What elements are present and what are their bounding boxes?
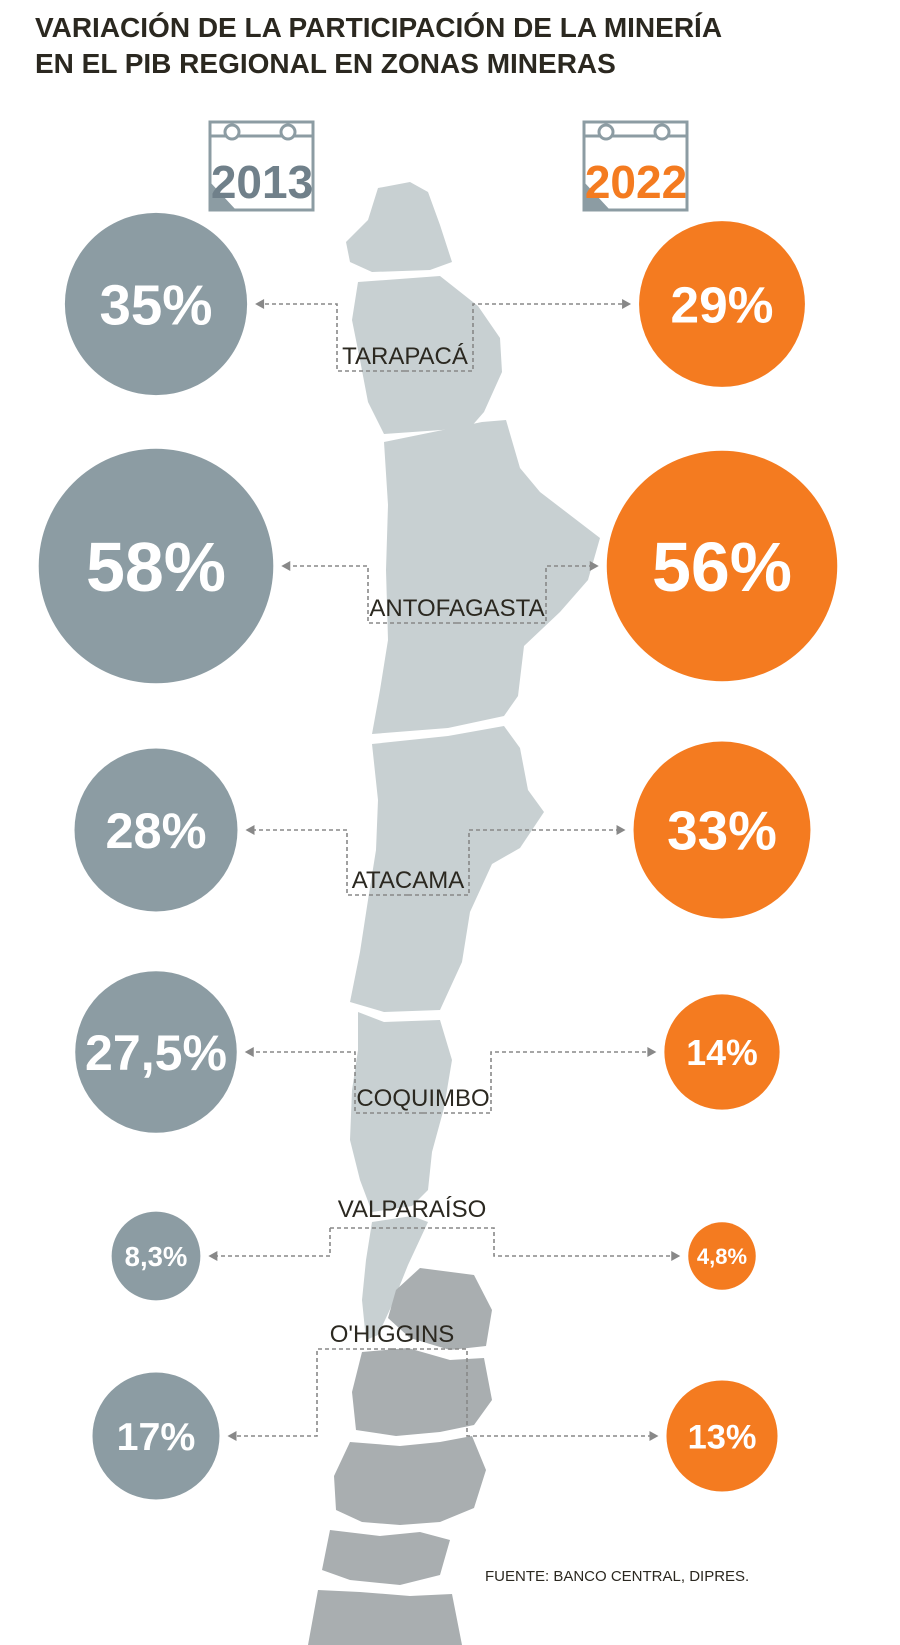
arrowhead-left-tarapaca: [255, 299, 265, 309]
map-region-ohiggins: [352, 1348, 492, 1436]
bubbles: 35% 29% 58% 56% 28% 33% 27,5% 14% 8,3% 4,8% 17% 13%: [38, 212, 838, 1500]
arrowhead-left-atacama: [245, 825, 255, 835]
bubble-2022-antofagasta: [606, 450, 838, 682]
bubble-2022-coquimbo: [664, 994, 780, 1110]
connector-right-tarapaca: [405, 303, 624, 372]
bubble-2013-coquimbo: [75, 971, 237, 1133]
bubble-2013-tarapaca: [64, 212, 248, 396]
map-region-nuble: [322, 1530, 450, 1585]
region-labels: TARAPACÁ ANTOFAGASTA ATACAMA COQUIMBO VALPAR…: [330, 343, 545, 1348]
map-region-biobio: [308, 1590, 462, 1645]
chart-title: VARIACIÓN DE LA PARTICIPACIÓN DE LA MINE…: [35, 10, 875, 82]
arrowhead-right-antofagasta: [589, 561, 599, 571]
arrowhead-right-valparaiso: [671, 1251, 681, 1261]
connector-left-tarapaca: [263, 303, 405, 372]
title-line-2: EN EL PIB REGIONAL EN ZONAS MINERAS: [35, 48, 616, 79]
arrowhead-left-o-higgins: [227, 1431, 237, 1441]
connector-left-valparaiso: [216, 1228, 331, 1257]
bubble-2022-atacama: [633, 741, 811, 919]
region-label-valparaiso: VALPARAÍSO: [338, 1196, 487, 1223]
title-line-1: VARIACIÓN DE LA PARTICIPACIÓN DE LA MINE…: [35, 12, 723, 43]
value-label-2013-antofagasta: 58%: [86, 528, 226, 606]
year-label-2013: 2013: [211, 156, 313, 208]
map-region-atacama: [350, 726, 544, 1012]
arrowhead-left-antofagasta: [281, 561, 291, 571]
value-label-2013-coquimbo: 27,5%: [85, 1025, 227, 1081]
map-region-metropolitana: [388, 1268, 492, 1350]
value-label-2022-atacama: 33%: [667, 800, 777, 862]
connector-left-o-higgins: [235, 1348, 392, 1437]
arrowhead-right-coquimbo: [647, 1047, 657, 1057]
bubble-2013-antofagasta: [38, 448, 274, 684]
map-region-coquimbo: [350, 1012, 452, 1212]
source-note: FUENTE: BANCO CENTRAL, DIPRES.: [485, 1568, 750, 1585]
chile-map: [308, 182, 600, 1645]
map-region-antofagasta: [372, 420, 600, 734]
region-label-antofagasta: ANTOFAGASTA: [369, 595, 544, 622]
arrowhead-right-o-higgins: [649, 1431, 659, 1441]
map-region-tarapaca: [352, 276, 502, 434]
connector-right-o-higgins: [392, 1348, 651, 1437]
region-label-tarapaca: TARAPACÁ: [342, 343, 468, 370]
value-label-2022-tarapaca: 29%: [671, 276, 774, 334]
connectors: [208, 299, 681, 1441]
bubble-2022-valparaiso: [688, 1222, 756, 1290]
calendar-icon: 2022: [582, 120, 689, 212]
connector-right-antofagasta: [457, 565, 591, 624]
year-calendars: 2013 2022: [208, 120, 689, 212]
region-label-o-higgins: O'HIGGINS: [330, 1321, 455, 1348]
bubble-2022-o-higgins: [666, 1380, 778, 1492]
bubble-2013-valparaiso: [111, 1211, 201, 1301]
connector-left-coquimbo: [252, 1051, 423, 1114]
value-label-2013-atacama: 28%: [105, 802, 206, 859]
arrowhead-left-valparaiso: [208, 1251, 218, 1261]
region-label-atacama: ATACAMA: [352, 867, 464, 894]
map-region-maule: [334, 1436, 486, 1525]
connector-right-atacama: [408, 829, 618, 896]
bubble-2022-tarapaca: [639, 221, 805, 387]
value-label-2013-o-higgins: 17%: [117, 1415, 196, 1459]
value-label-2022-valparaiso: 4,8%: [697, 1244, 747, 1269]
year-label-2022: 2022: [585, 156, 687, 208]
region-label-coquimbo: COQUIMBO: [356, 1085, 489, 1112]
bubble-2013-atacama: [74, 748, 238, 912]
map-region-arica: [346, 182, 452, 272]
connector-right-valparaiso: [330, 1227, 673, 1257]
value-label-2013-tarapaca: 35%: [99, 273, 212, 336]
value-label-2022-o-higgins: 13%: [688, 1418, 757, 1456]
value-label-2022-antofagasta: 56%: [652, 528, 792, 606]
value-label-2013-valparaiso: 8,3%: [125, 1241, 188, 1272]
calendar-icon: 2013: [208, 120, 315, 212]
bubble-2013-o-higgins: [92, 1372, 220, 1500]
map-region-valparaiso: [362, 1216, 428, 1340]
arrowhead-right-atacama: [616, 825, 626, 835]
connector-right-coquimbo: [423, 1051, 649, 1114]
connector-left-antofagasta: [289, 565, 457, 624]
arrowhead-right-tarapaca: [622, 299, 632, 309]
arrowhead-left-coquimbo: [244, 1047, 254, 1057]
connector-left-atacama: [253, 829, 408, 896]
value-label-2022-coquimbo: 14%: [686, 1033, 758, 1073]
